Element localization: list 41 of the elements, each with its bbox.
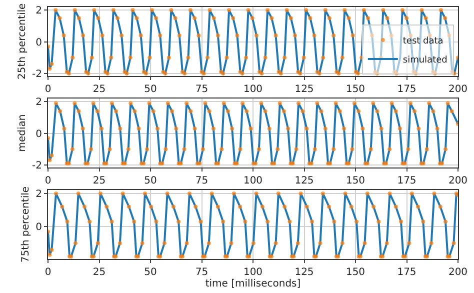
x-tick-label: 0 [44, 84, 52, 95]
legend-label: simulated [402, 56, 448, 66]
y-tick-label: -2 [32, 160, 42, 172]
x-tick-label: 100 [243, 84, 263, 95]
x-tick-label: 150 [346, 267, 366, 278]
x-tick-label: 150 [346, 175, 366, 186]
y-tick-label: 0 [36, 222, 42, 234]
x-tick-label: 50 [144, 175, 157, 186]
y-tick-label: -2 [32, 69, 42, 80]
y-tick-label: 2 [36, 97, 42, 108]
x-tick-label: 100 [243, 175, 263, 186]
x-tick-label: 100 [243, 267, 263, 278]
y-tick-label: 0 [36, 37, 42, 48]
x-tick-label: 125 [294, 175, 314, 186]
x-axis-title: time [milliseconds] [205, 278, 301, 290]
x-tick-label: 175 [397, 84, 416, 95]
x-tick-label: 125 [294, 267, 314, 278]
y-axis-title: 25th percentile [17, 3, 28, 80]
x-tick-label: 75 [195, 175, 208, 186]
x-tick-label: 200 [448, 175, 468, 186]
y-tick-label: 2 [36, 188, 42, 200]
y-axis-title: 75th percentile [20, 186, 32, 263]
x-tick-label: 75 [195, 84, 208, 95]
x-tick-label: 150 [346, 84, 366, 95]
x-tick-label: 25 [92, 267, 106, 278]
x-tick-label: 0 [44, 175, 52, 186]
x-tick-label: 175 [397, 175, 416, 186]
x-tick-label: 200 [448, 267, 468, 278]
x-tick-label: 50 [144, 267, 157, 278]
x-tick-label: 25 [92, 175, 106, 186]
x-tick-label: 50 [144, 84, 157, 95]
x-tick-label: 25 [92, 84, 106, 95]
x-tick-label: 200 [448, 84, 468, 95]
y-tick-label: 2 [36, 6, 42, 17]
y-tick-label: 0 [36, 128, 42, 140]
x-tick-label: 175 [397, 267, 416, 278]
x-tick-label: 125 [294, 84, 314, 95]
legend-label: test data [402, 36, 444, 47]
x-tick-label: 75 [195, 267, 208, 278]
x-tick-label: 0 [44, 267, 52, 278]
y-axis-title: median [17, 114, 28, 152]
